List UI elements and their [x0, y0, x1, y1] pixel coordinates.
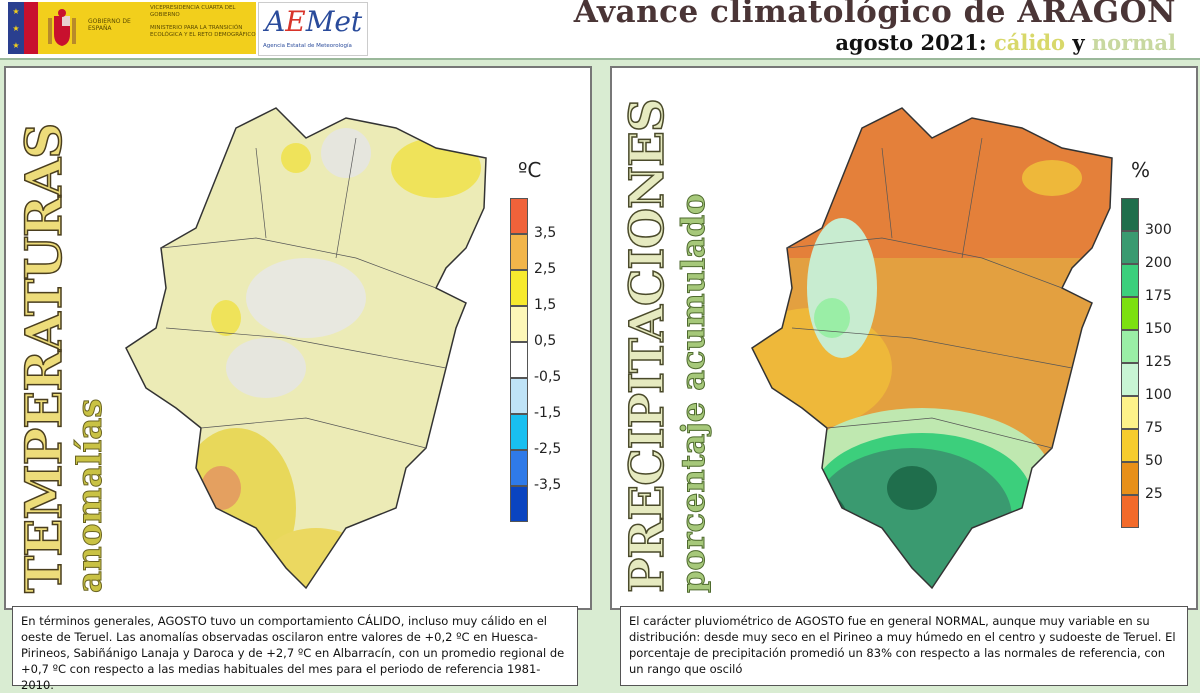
- legend-swatch: [1121, 231, 1139, 264]
- legend-label: 125: [1145, 354, 1172, 370]
- precipitation-subheading: porcentaje acumulado: [674, 193, 713, 594]
- legend-swatch: [510, 378, 528, 414]
- legend-swatch: [1121, 396, 1139, 429]
- legend-swatch: [510, 414, 528, 450]
- precipitation-heading: PRECIPITACIONES: [619, 98, 676, 593]
- temperature-heading: TEMPERATURAS: [13, 123, 74, 594]
- legend-label: 100: [1145, 387, 1172, 403]
- legend-label: 75: [1145, 420, 1163, 436]
- legend-swatch: [1121, 264, 1139, 297]
- legend-label: -1,5: [534, 405, 562, 421]
- precipitation-summary-text: El carácter pluviométrico de AGOSTO fue …: [620, 606, 1188, 686]
- legend-label: 200: [1145, 255, 1172, 271]
- legend-label: -3,5: [534, 477, 562, 493]
- legend-label: 25: [1145, 486, 1163, 502]
- legend-label: 150: [1145, 321, 1172, 337]
- legend-swatch: [1121, 330, 1139, 363]
- legend-swatch: [1121, 429, 1139, 462]
- legend-label: 175: [1145, 288, 1172, 304]
- legend-swatch: [1121, 297, 1139, 330]
- legend-swatch: [1121, 495, 1139, 528]
- legend-label: -0,5: [534, 369, 562, 385]
- legend-label: 2,5: [534, 261, 557, 277]
- legend-swatch: [1121, 198, 1139, 231]
- legend-swatch: [510, 450, 528, 486]
- legend-swatch: [510, 342, 528, 378]
- legend-swatch: [510, 306, 528, 342]
- page-subtitle: agosto 2021: cálido y normal: [835, 30, 1176, 55]
- precipitation-percentage-map: [751, 107, 1113, 589]
- legend-swatch: [510, 270, 528, 306]
- aemet-logo: AEMet Agencia Estatal de Meteorología: [258, 2, 368, 56]
- legend-label: 1,5: [534, 297, 557, 313]
- legend-swatch: [510, 234, 528, 270]
- legend-swatch: [510, 486, 528, 522]
- temperature-subheading: anomalías: [70, 398, 111, 593]
- gobierno-logo: ★ ★ ★ GOBIERNO DE ESPAÑA VICEPRESIDENCIA C…: [8, 2, 256, 54]
- temperature-summary-text: En términos generales, AGOSTO tuvo un co…: [12, 606, 578, 692]
- coat-of-arms-icon: [48, 9, 76, 46]
- legend-swatch: [1121, 363, 1139, 396]
- page-title: Avance climatológico de ARAGON: [573, 0, 1176, 30]
- eu-flag-icon: ★ ★ ★: [8, 2, 24, 54]
- legend-label: -2,5: [534, 441, 562, 457]
- precipitation-panel: PRECIPITACIONES porcentaje acumulado % 3…: [610, 66, 1198, 610]
- legend-label: 50: [1145, 453, 1163, 469]
- legend-label: 3,5: [534, 225, 557, 241]
- temperature-panel: TEMPERATURAS anomalías ºC 3,5 2,5 1,5 0,5 -0…: [4, 66, 592, 610]
- temperature-anomaly-map: [125, 107, 487, 590]
- header: ★ ★ ★ GOBIERNO DE ESPAÑA VICEPRESIDENCIA C…: [0, 0, 1200, 60]
- legend-swatch: [1121, 462, 1139, 495]
- legend-label: 300: [1145, 222, 1172, 238]
- legend-swatch: [510, 198, 528, 234]
- legend-label: 0,5: [534, 333, 557, 349]
